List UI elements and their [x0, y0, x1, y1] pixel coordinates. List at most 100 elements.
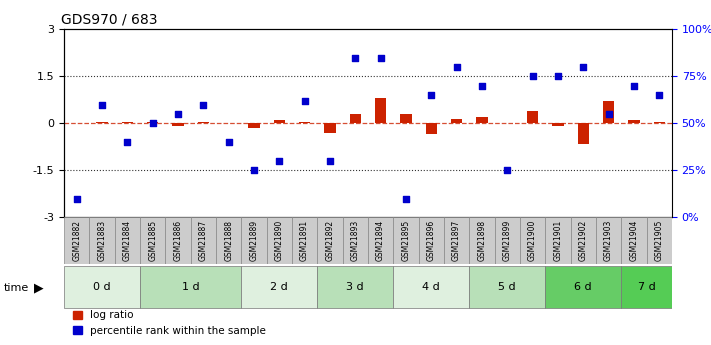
Point: [527, 73, 538, 79]
Point: [122, 139, 133, 145]
Text: GDS970 / 683: GDS970 / 683: [61, 13, 157, 27]
FancyBboxPatch shape: [343, 217, 368, 264]
Bar: [375, 98, 386, 123]
Bar: [400, 114, 412, 123]
FancyBboxPatch shape: [469, 266, 545, 308]
Text: GSM21895: GSM21895: [402, 220, 410, 261]
Point: [172, 111, 183, 117]
Point: [96, 102, 107, 107]
Bar: [198, 122, 209, 123]
FancyBboxPatch shape: [64, 266, 140, 308]
Text: GSM21898: GSM21898: [477, 220, 486, 261]
FancyBboxPatch shape: [114, 217, 140, 264]
FancyBboxPatch shape: [317, 217, 343, 264]
FancyBboxPatch shape: [621, 266, 672, 308]
Text: GSM21897: GSM21897: [452, 220, 461, 261]
Bar: [629, 120, 640, 123]
Text: GSM21894: GSM21894: [376, 220, 385, 261]
FancyBboxPatch shape: [393, 217, 419, 264]
Point: [476, 83, 488, 88]
Legend: log ratio, percentile rank within the sample: log ratio, percentile rank within the sa…: [69, 306, 270, 340]
Bar: [172, 123, 183, 127]
Text: 4 d: 4 d: [422, 282, 440, 292]
FancyBboxPatch shape: [90, 217, 114, 264]
Bar: [577, 123, 589, 144]
Text: time: time: [4, 283, 29, 293]
FancyBboxPatch shape: [621, 217, 646, 264]
Bar: [324, 123, 336, 133]
Text: GSM21889: GSM21889: [250, 220, 259, 261]
FancyBboxPatch shape: [191, 217, 216, 264]
Point: [375, 55, 386, 60]
Text: 3 d: 3 d: [346, 282, 364, 292]
FancyBboxPatch shape: [241, 266, 317, 308]
FancyBboxPatch shape: [646, 217, 672, 264]
Text: ▶: ▶: [34, 282, 44, 295]
Point: [299, 98, 310, 104]
Point: [552, 73, 564, 79]
Point: [501, 168, 513, 173]
FancyBboxPatch shape: [216, 217, 241, 264]
Point: [350, 55, 361, 60]
Bar: [122, 122, 133, 123]
Point: [629, 83, 640, 88]
Point: [223, 139, 235, 145]
Bar: [476, 117, 488, 123]
FancyBboxPatch shape: [419, 217, 444, 264]
FancyBboxPatch shape: [545, 266, 621, 308]
Bar: [248, 123, 260, 128]
Bar: [527, 111, 538, 123]
Text: 1 d: 1 d: [182, 282, 200, 292]
Bar: [552, 123, 564, 127]
FancyBboxPatch shape: [140, 266, 241, 308]
Text: GSM21885: GSM21885: [148, 220, 157, 261]
FancyBboxPatch shape: [267, 217, 292, 264]
Text: 5 d: 5 d: [498, 282, 516, 292]
Text: GSM21884: GSM21884: [123, 220, 132, 261]
Text: GSM21901: GSM21901: [553, 220, 562, 261]
Text: 6 d: 6 d: [574, 282, 592, 292]
FancyBboxPatch shape: [140, 217, 165, 264]
Text: GSM21896: GSM21896: [427, 220, 436, 261]
Text: GSM21887: GSM21887: [199, 220, 208, 261]
Text: GSM21904: GSM21904: [629, 220, 638, 261]
Point: [274, 158, 285, 164]
Bar: [653, 122, 665, 123]
Point: [400, 196, 412, 201]
FancyBboxPatch shape: [368, 217, 393, 264]
Point: [603, 111, 614, 117]
FancyBboxPatch shape: [596, 217, 621, 264]
FancyBboxPatch shape: [520, 217, 545, 264]
Point: [198, 102, 209, 107]
Text: GSM21882: GSM21882: [72, 220, 81, 261]
Text: GSM21890: GSM21890: [274, 220, 284, 261]
Text: GSM21891: GSM21891: [300, 220, 309, 261]
Text: GSM21883: GSM21883: [97, 220, 107, 261]
Point: [653, 92, 665, 98]
Text: 0 d: 0 d: [93, 282, 111, 292]
Text: GSM21888: GSM21888: [224, 220, 233, 261]
Bar: [603, 101, 614, 123]
FancyBboxPatch shape: [444, 217, 469, 264]
Bar: [350, 114, 361, 123]
Text: GSM21893: GSM21893: [351, 220, 360, 261]
Point: [451, 64, 462, 70]
Text: GSM21892: GSM21892: [326, 220, 334, 261]
Point: [248, 168, 260, 173]
Text: GSM21899: GSM21899: [503, 220, 512, 261]
FancyBboxPatch shape: [393, 266, 469, 308]
Point: [71, 196, 82, 201]
Point: [147, 120, 159, 126]
Text: GSM21900: GSM21900: [528, 220, 537, 261]
Point: [324, 158, 336, 164]
Text: GSM21886: GSM21886: [173, 220, 183, 261]
Bar: [426, 123, 437, 134]
FancyBboxPatch shape: [64, 217, 90, 264]
FancyBboxPatch shape: [241, 217, 267, 264]
FancyBboxPatch shape: [317, 266, 393, 308]
Bar: [147, 122, 159, 123]
Text: GSM21902: GSM21902: [579, 220, 588, 261]
Text: GSM21905: GSM21905: [655, 220, 664, 261]
FancyBboxPatch shape: [165, 217, 191, 264]
FancyBboxPatch shape: [469, 217, 495, 264]
